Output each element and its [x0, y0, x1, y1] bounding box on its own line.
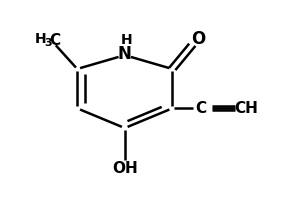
Text: C: C: [195, 101, 206, 116]
Text: H: H: [120, 33, 132, 47]
Text: N: N: [118, 45, 132, 63]
Text: O: O: [192, 30, 206, 48]
Text: H: H: [34, 32, 46, 46]
Text: 3: 3: [44, 38, 52, 48]
Text: CH: CH: [234, 101, 258, 116]
Text: C: C: [49, 33, 60, 48]
Text: OH: OH: [112, 161, 138, 176]
